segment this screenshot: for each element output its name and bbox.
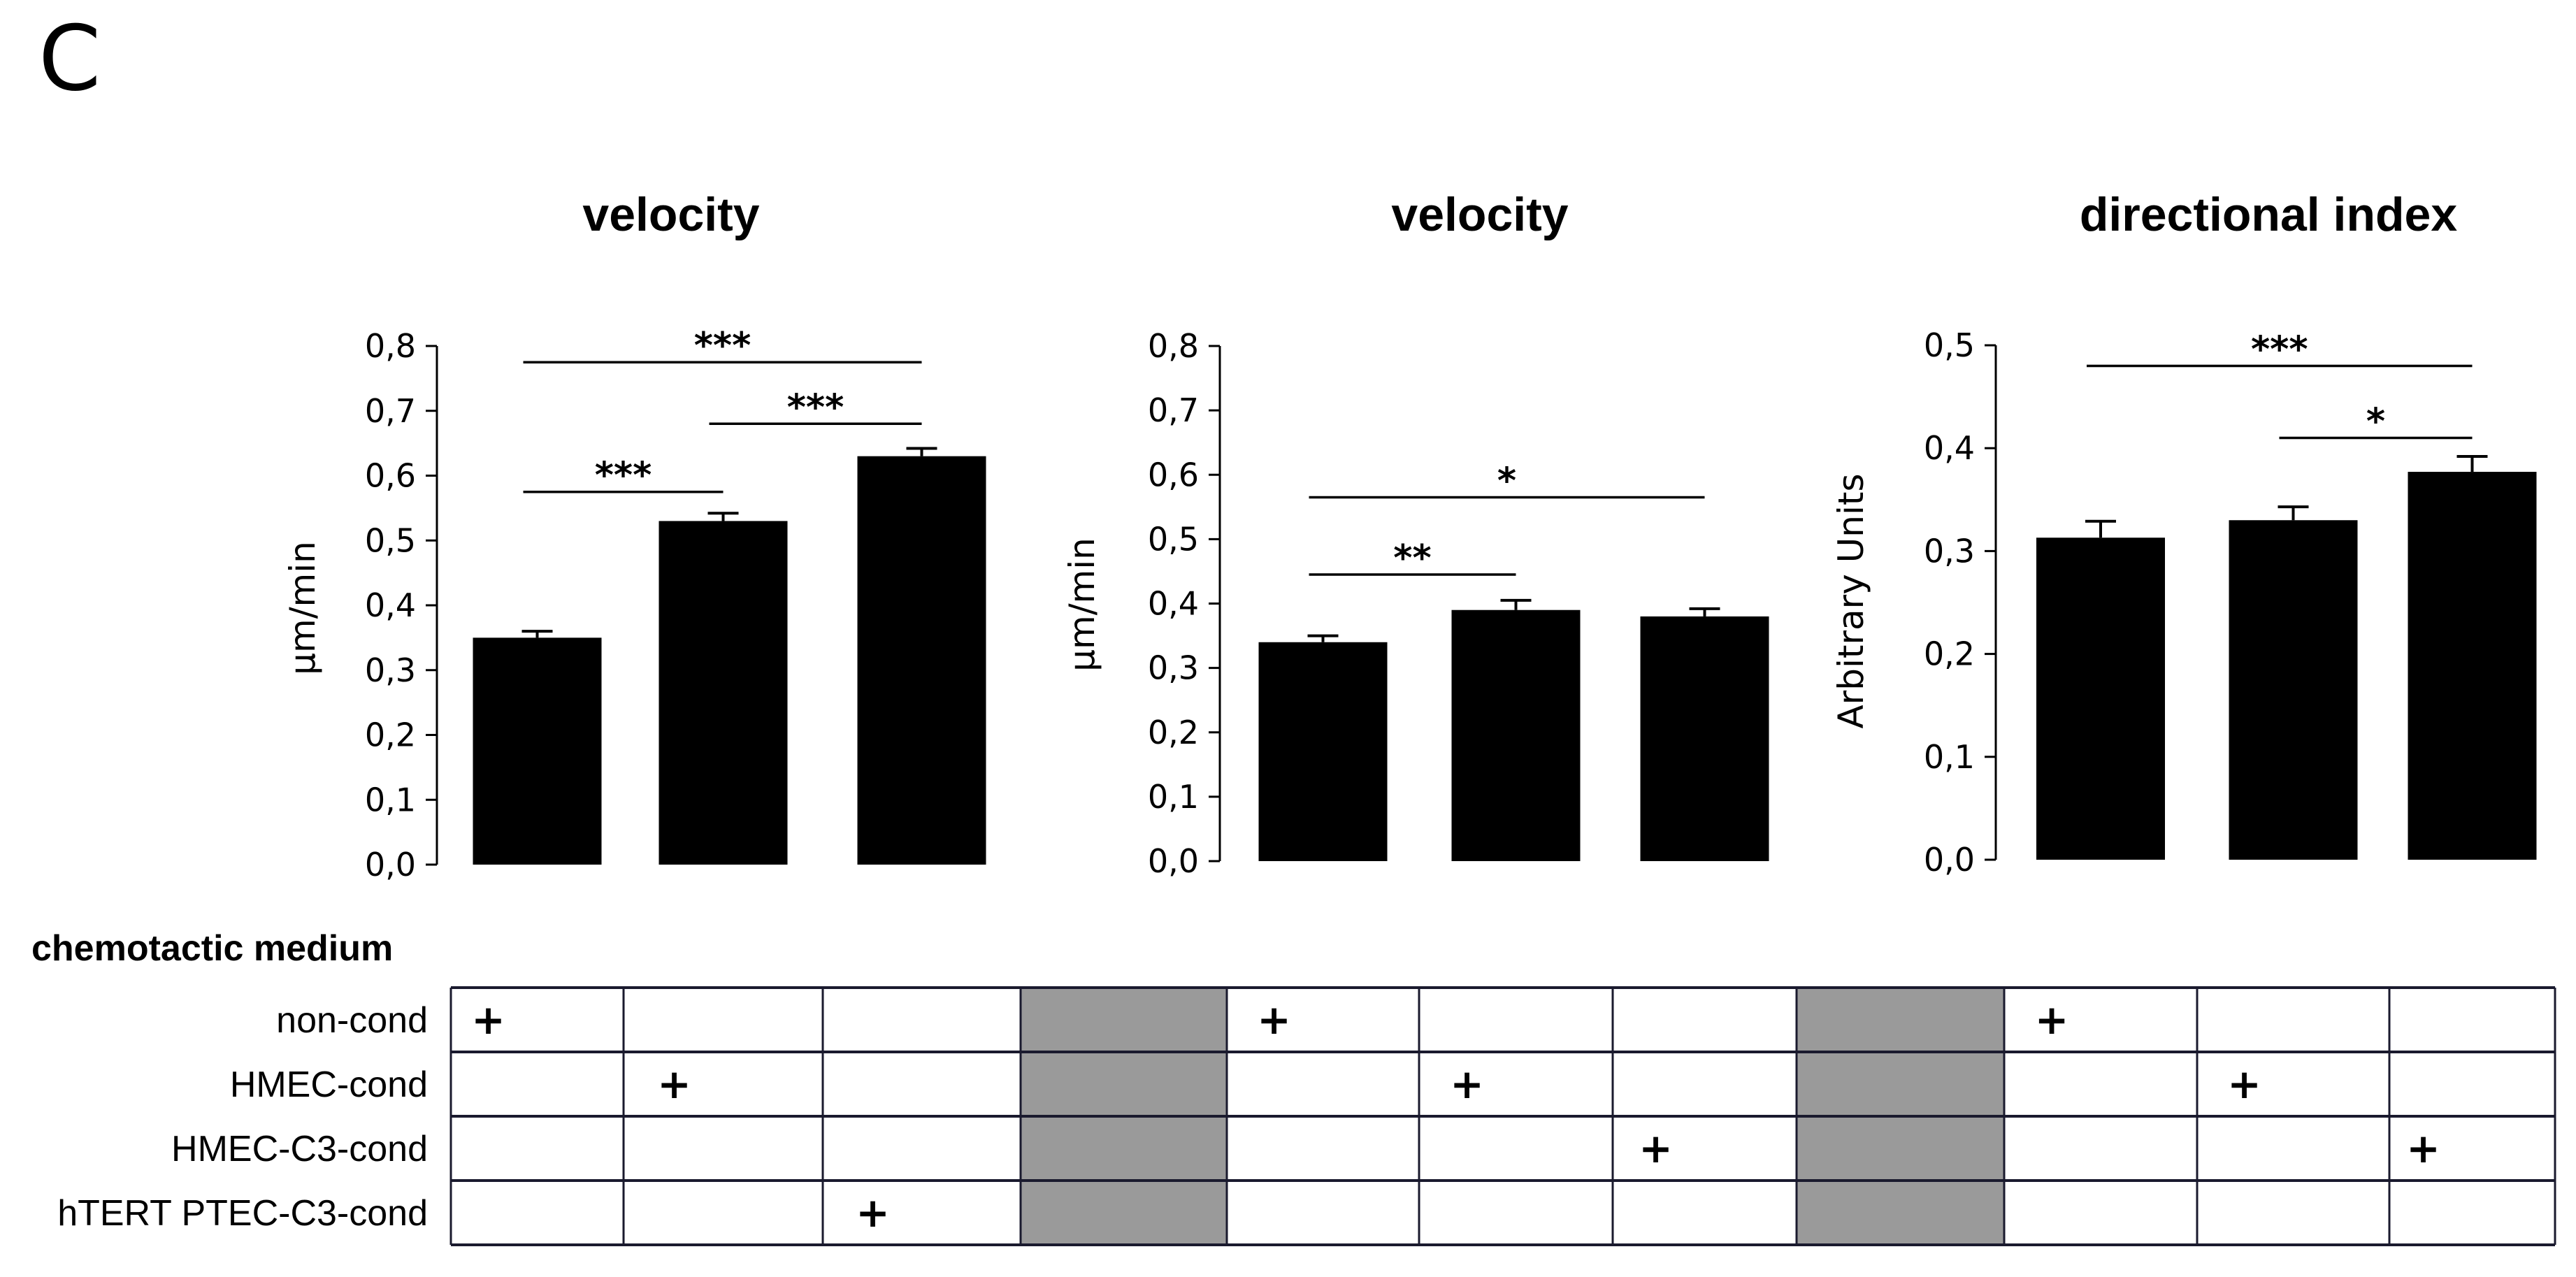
y-tick-label: 0,8 bbox=[365, 327, 416, 365]
plus-mark: + bbox=[1257, 996, 1291, 1044]
bar-hmec-cond bbox=[2229, 520, 2358, 860]
bar-hmec-cond bbox=[1451, 609, 1581, 861]
row-label: non-cond bbox=[276, 1000, 428, 1041]
plus-mark: + bbox=[1450, 1060, 1484, 1108]
y-tick-label: 0,7 bbox=[365, 392, 416, 430]
y-tick-label: 0,0 bbox=[365, 846, 416, 883]
bar-hmec-c3-cond bbox=[2408, 472, 2537, 860]
y-tick-label: 0,0 bbox=[1148, 842, 1199, 880]
chemotactic-medium-table: chemotactic medium non-cond HMEC-cond HMEC-… bbox=[31, 928, 2556, 1246]
error-bar bbox=[1689, 607, 1720, 616]
y-tick-label: 0,3 bbox=[1924, 532, 1975, 570]
charts: velocity µm/min 0,0 0,1 0,2 0,3 0,4 0,5 0,6 0,7 0,… bbox=[282, 188, 2537, 883]
row-label: hTERT PTEC-C3-cond bbox=[57, 1193, 428, 1234]
y-tick-label: 0,2 bbox=[1924, 635, 1975, 673]
bar-non-cond bbox=[1258, 642, 1388, 861]
y-tick-label: 0,3 bbox=[365, 651, 416, 689]
error-bar bbox=[906, 447, 937, 456]
bar-non-cond bbox=[473, 637, 602, 865]
y-tick-label: 0,2 bbox=[1148, 714, 1199, 751]
significance-bracket: *** bbox=[2087, 329, 2473, 370]
bar-hmec-c3-cond bbox=[1640, 616, 1769, 861]
y-tick-label: 0,5 bbox=[365, 521, 416, 559]
significance-bracket: ** bbox=[1309, 538, 1516, 579]
plus-mark: + bbox=[657, 1060, 691, 1108]
significance-bracket: * bbox=[1309, 460, 1705, 502]
y-tick-label: 0,8 bbox=[1148, 327, 1199, 365]
error-bar bbox=[2278, 505, 2309, 521]
plus-mark: + bbox=[2035, 996, 2069, 1044]
y-tick-label: 0,6 bbox=[1148, 456, 1199, 493]
table-heading: chemotactic medium bbox=[31, 928, 393, 969]
significance-bracket: *** bbox=[523, 325, 922, 367]
y-axis-label: Arbitrary Units bbox=[1831, 473, 1871, 728]
chart-title: velocity bbox=[582, 188, 759, 241]
plus-mark: + bbox=[2406, 1125, 2440, 1172]
significance-stars: *** bbox=[595, 455, 652, 497]
plus-mark: + bbox=[856, 1189, 890, 1236]
error-bar bbox=[1307, 634, 1339, 642]
y-tick-label: 0,4 bbox=[1148, 585, 1199, 623]
y-axis-label: µm/min bbox=[282, 541, 323, 675]
error-bar bbox=[521, 630, 553, 638]
significance-stars: * bbox=[2366, 401, 2385, 442]
chart-2: velocity µm/min 0,0 0,1 0,2 0,3 0,4 0,5 0,6 0,7 0,… bbox=[1062, 188, 1769, 880]
error-bar bbox=[1500, 598, 1532, 610]
y-tick-label: 0,1 bbox=[1148, 778, 1199, 816]
plus-mark: + bbox=[2227, 1060, 2261, 1108]
significance-stars: * bbox=[1497, 460, 1516, 502]
error-bar bbox=[2085, 519, 2116, 538]
bar-htert-ptec-c3-cond bbox=[857, 456, 986, 865]
error-bar bbox=[707, 512, 739, 521]
chart-title: velocity bbox=[1391, 188, 1568, 241]
y-tick-label: 0,5 bbox=[1148, 520, 1199, 558]
row-label: HMEC-C3-cond bbox=[171, 1129, 428, 1169]
significance-bracket: * bbox=[2279, 401, 2473, 442]
significance-stars: *** bbox=[694, 325, 751, 367]
significance-bracket: *** bbox=[523, 455, 724, 497]
y-tick-label: 0,4 bbox=[365, 586, 416, 624]
significance-bracket: *** bbox=[709, 387, 922, 428]
bar-hmec-cond bbox=[659, 521, 788, 865]
y-tick-label: 0,2 bbox=[365, 716, 416, 754]
row-label: HMEC-cond bbox=[230, 1065, 428, 1105]
significance-stars: ** bbox=[1393, 538, 1431, 579]
y-tick-label: 0,0 bbox=[1924, 841, 1975, 879]
error-bar bbox=[2456, 454, 2488, 472]
chart-3: directional index Arbitrary Units 0,0 0,1 0,… bbox=[1831, 188, 2537, 879]
significance-stars: *** bbox=[2251, 329, 2308, 370]
y-tick-label: 0,3 bbox=[1148, 649, 1199, 687]
bar-non-cond bbox=[2036, 538, 2165, 860]
y-tick-label: 0,6 bbox=[365, 457, 416, 495]
panel-label: C bbox=[38, 7, 101, 111]
chart-title: directional index bbox=[2080, 188, 2458, 241]
significance-stars: *** bbox=[787, 387, 844, 428]
y-tick-label: 0,1 bbox=[365, 781, 416, 818]
plus-mark: + bbox=[1639, 1125, 1673, 1172]
y-tick-label: 0,7 bbox=[1148, 391, 1199, 429]
y-tick-label: 0,1 bbox=[1924, 738, 1975, 776]
y-tick-label: 0,5 bbox=[1924, 326, 1975, 364]
chart-1: velocity µm/min 0,0 0,1 0,2 0,3 0,4 0,5 0,6 0,7 0,… bbox=[282, 188, 986, 883]
plus-mark: + bbox=[471, 996, 505, 1044]
y-tick-label: 0,4 bbox=[1924, 429, 1975, 467]
y-axis-label: µm/min bbox=[1062, 538, 1102, 672]
